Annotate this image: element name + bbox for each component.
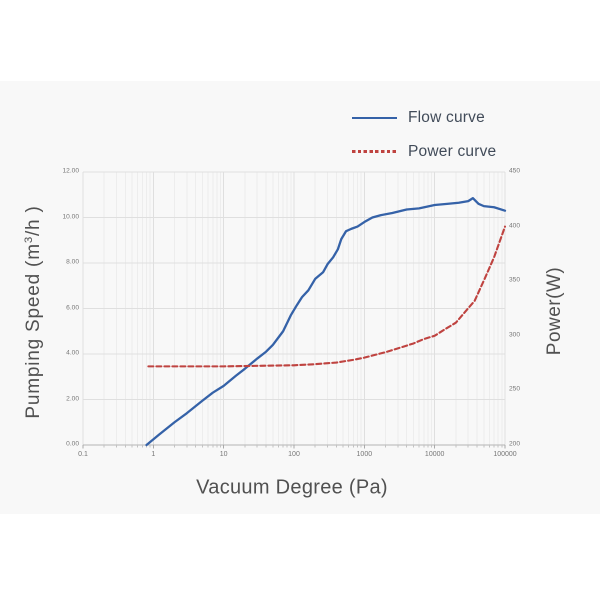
x-tick-label: 100 xyxy=(288,451,300,458)
x-tick-label: 10000 xyxy=(424,451,445,458)
y-right-tick-label: 450 xyxy=(509,167,521,175)
y-right-tick-label: 350 xyxy=(509,276,521,284)
power-curve-path xyxy=(147,225,507,368)
y-left-tick-label: 10.00 xyxy=(62,213,79,221)
y-right-tick-label: 300 xyxy=(509,331,521,339)
y-left-title-unit: /h ) xyxy=(23,205,45,237)
y-left-title-superscript: 3 xyxy=(22,236,35,244)
y-left-tick-label: 6.00 xyxy=(66,304,79,312)
y-left-title-text: Pumping Speed (m xyxy=(23,243,45,419)
y-right-tick-label: 400 xyxy=(509,222,521,230)
y-axis-title-left: Pumping Speed (m3/h ) xyxy=(23,205,45,418)
flow-curve-line-icon xyxy=(352,116,397,119)
y-axis-title-right: Power(W) xyxy=(544,266,565,356)
y-right-tick-label: 200 xyxy=(509,440,521,448)
power-curve-dashed-line-icon xyxy=(352,150,397,153)
flow-curve-path xyxy=(145,197,507,447)
y-left-tick-label: 2.00 xyxy=(66,395,79,403)
legend-label-flow: Flow curve xyxy=(408,108,485,126)
x-tick-label: 0.1 xyxy=(78,451,88,458)
legend-label-power: Power curve xyxy=(408,142,497,160)
legend-item-power-curve: Power curve xyxy=(352,140,496,163)
chart-panel xyxy=(0,81,600,514)
x-axis-title: Vacuum Degree (Pa) xyxy=(196,476,388,499)
y-left-tick-label: 8.00 xyxy=(66,258,79,266)
y-left-tick-label: 12.00 xyxy=(62,167,79,175)
chart-legend: Flow curve Power curve xyxy=(352,106,496,174)
legend-item-flow-curve: Flow curve xyxy=(352,106,496,129)
x-tick-label: 100000 xyxy=(493,451,517,458)
y-left-tick-label: 4.00 xyxy=(66,349,79,357)
y-left-tick-label: 0.00 xyxy=(66,440,79,448)
x-tick-label: 1000 xyxy=(356,451,373,458)
y-right-tick-label: 250 xyxy=(509,386,521,394)
x-tick-label: 10 xyxy=(219,451,228,458)
x-tick-label: 1 xyxy=(151,451,156,458)
